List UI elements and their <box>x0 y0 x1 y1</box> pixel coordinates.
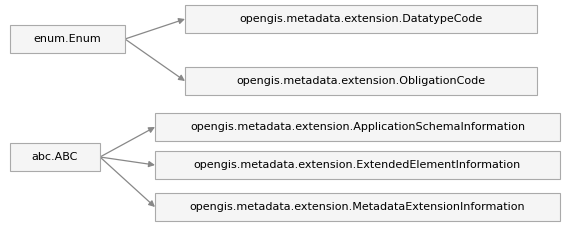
Text: opengis.metadata.extension.ObligationCode: opengis.metadata.extension.ObligationCod… <box>237 76 485 86</box>
Text: enum.Enum: enum.Enum <box>34 34 101 44</box>
FancyBboxPatch shape <box>155 151 560 179</box>
Text: opengis.metadata.extension.MetadataExtensionInformation: opengis.metadata.extension.MetadataExten… <box>190 202 525 212</box>
Text: abc.ABC: abc.ABC <box>32 152 78 162</box>
Text: opengis.metadata.extension.DatatypeCode: opengis.metadata.extension.DatatypeCode <box>240 14 482 24</box>
FancyBboxPatch shape <box>185 67 537 95</box>
FancyBboxPatch shape <box>10 25 125 53</box>
FancyBboxPatch shape <box>155 113 560 141</box>
Text: opengis.metadata.extension.ExtendedElementInformation: opengis.metadata.extension.ExtendedEleme… <box>194 160 521 170</box>
FancyBboxPatch shape <box>10 143 100 171</box>
Text: opengis.metadata.extension.ApplicationSchemaInformation: opengis.metadata.extension.ApplicationSc… <box>190 122 525 132</box>
FancyBboxPatch shape <box>185 5 537 33</box>
FancyBboxPatch shape <box>155 193 560 221</box>
